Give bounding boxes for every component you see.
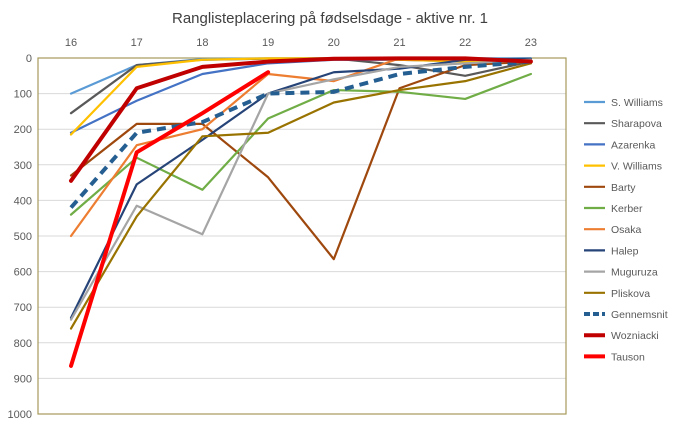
- y-tick-label: 1000: [8, 409, 32, 421]
- legend-label: Tauson: [611, 351, 645, 363]
- y-tick-label: 0: [26, 53, 32, 65]
- legend-label: Sharapova: [611, 118, 662, 130]
- legend: S. Williams Sharapova Azarenka V. Williams B…: [584, 97, 668, 363]
- series-line-azarenka: [69, 58, 533, 134]
- legend-label: Kerber: [611, 203, 643, 215]
- legend-label: Pliskova: [611, 288, 650, 300]
- legend-label: Wozniacki: [611, 330, 659, 342]
- y-tick-label: 500: [14, 231, 32, 243]
- legend-label: Halep: [611, 245, 639, 257]
- series-line-halep: [69, 57, 533, 319]
- y-tick-label: 400: [14, 195, 32, 207]
- x-tick-label: 19: [262, 37, 274, 49]
- x-tick-label: 20: [328, 37, 340, 49]
- y-tick-label: 300: [14, 160, 32, 172]
- series-line-osaka: [69, 57, 533, 238]
- y-tick-label: 600: [14, 267, 32, 279]
- x-tick-label: 18: [196, 37, 208, 49]
- legend-label: Osaka: [611, 224, 642, 236]
- y-tick-label: 100: [14, 89, 32, 101]
- y-tick-label: 900: [14, 373, 32, 385]
- legend-label: V. Williams: [611, 161, 662, 173]
- chart-title: Ranglisteplacering på fødselsdage - akti…: [172, 10, 488, 27]
- x-tick-label: 17: [131, 37, 143, 49]
- y-tick-label: 800: [14, 338, 32, 350]
- series-line-tauson: [69, 70, 271, 368]
- legend-label: Gennemsnit: [611, 309, 668, 321]
- series-line-gennemsnit: [69, 59, 532, 209]
- series-line-kerber: [69, 72, 533, 216]
- legend-label: Azarenka: [611, 139, 656, 151]
- legend-label: S. Williams: [611, 97, 663, 109]
- series-line-muguruza: [69, 58, 533, 321]
- y-tick-label: 700: [14, 302, 32, 314]
- x-tick-label: 16: [65, 37, 77, 49]
- legend-label: Muguruza: [611, 267, 658, 279]
- x-tick-label: 21: [393, 37, 405, 49]
- x-tick-label: 23: [525, 37, 537, 49]
- series-line-wozniacki: [69, 56, 533, 183]
- series-line-pliskova: [69, 62, 533, 330]
- y-tick-label: 200: [14, 124, 32, 136]
- x-tick-label: 22: [459, 37, 471, 49]
- legend-label: Barty: [611, 182, 636, 194]
